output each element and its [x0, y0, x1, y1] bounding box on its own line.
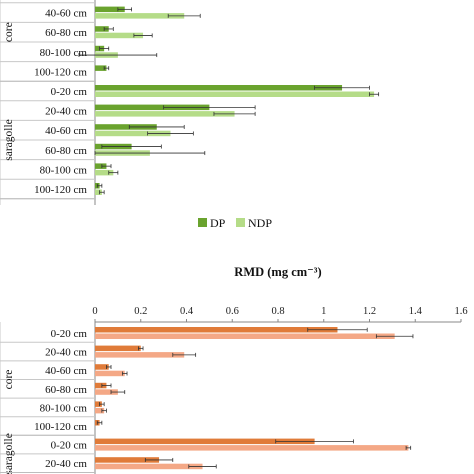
bar-dp [95, 382, 107, 389]
bar-dp [95, 438, 315, 445]
category-label: 40-60 cm [45, 365, 87, 377]
category-label: 60-80 cm [45, 384, 87, 396]
group-label: saragolle [3, 433, 15, 474]
bar-ndp [95, 91, 375, 97]
bar-dp [95, 364, 109, 370]
bar-ndp [95, 463, 203, 470]
bar-ndp [95, 32, 144, 39]
bar-ndp [95, 13, 185, 19]
bar-ndp [95, 407, 105, 414]
group-label: core [3, 22, 15, 42]
category-label: 60-80 cm [45, 27, 87, 39]
bar-dp [95, 85, 343, 91]
x-tick-label: 1.2 [363, 306, 376, 317]
category-label: 100-120 cm [34, 421, 87, 433]
bar-ndp [95, 189, 102, 195]
bar-ndp [95, 389, 118, 395]
x-tick-label: 0.4 [180, 306, 194, 317]
bar-dp [95, 401, 102, 407]
category-label: 80-100 cm [40, 47, 88, 59]
bar-dp [95, 345, 141, 352]
category-label: 20-40 cm [45, 106, 87, 118]
bar-dp [95, 6, 125, 13]
category-label: 20-40 cm [45, 347, 87, 359]
bar-dp [95, 457, 160, 463]
bar-ndp [95, 352, 185, 358]
category-label: 80-100 cm [40, 402, 88, 414]
bar-ndp [95, 333, 395, 339]
chart-title: RMD (mg cm⁻³) [234, 265, 321, 279]
x-tick-label: 1 [321, 306, 326, 317]
category-label: 40-60 cm [45, 125, 87, 137]
bar-ndp [95, 111, 235, 117]
x-tick-label: 0.6 [226, 306, 239, 317]
bar-dp [95, 65, 107, 71]
category-label: 80-100 cm [40, 164, 88, 176]
legend-label-ndp: NDP [248, 216, 272, 230]
x-tick-label: 0 [92, 306, 97, 317]
category-label: 0-20 cm [51, 86, 88, 98]
top-legend: DP NDP [198, 216, 272, 230]
group-label: saragolle [3, 119, 15, 161]
bar-ndp [95, 169, 114, 176]
category-label: 100-120 cm [34, 184, 87, 196]
bar-ndp [95, 130, 171, 137]
bar-dp [95, 124, 157, 130]
x-tick-label: 0.8 [271, 306, 284, 317]
bar-dp [95, 26, 109, 32]
bottom-chart: 0 0.2 0.4 0.6 0.8 1 1.2 1.4 1.6 RMD (mg cm⁻³) 0-20… [0, 265, 468, 474]
bar-ndp [95, 370, 125, 377]
category-label: 0-20 cm [51, 328, 88, 340]
x-tick-label: 1.6 [454, 306, 467, 317]
legend-label-dp: DP [210, 216, 226, 230]
x-tick-label: 1.4 [409, 306, 423, 317]
bar-dp [95, 163, 107, 169]
bar-dp [95, 327, 338, 333]
category-label: 0-20 cm [51, 440, 88, 452]
x-tick-label: 0.2 [134, 306, 147, 317]
bar-dp [95, 104, 210, 111]
category-label: 40-60 cm [45, 8, 87, 20]
bar-ndp [95, 445, 409, 451]
group-label: core [3, 370, 15, 390]
category-label: 100-120 cm [34, 66, 87, 78]
legend-swatch-dp [198, 218, 207, 227]
category-label: 20-40 cm [45, 458, 87, 470]
legend-swatch-ndp [236, 218, 245, 227]
category-label: 60-80 cm [45, 145, 87, 157]
top-chart: 20-40 cm 40-60 cm 60-80 cm 80-100 cm 100-120… [0, 0, 380, 205]
